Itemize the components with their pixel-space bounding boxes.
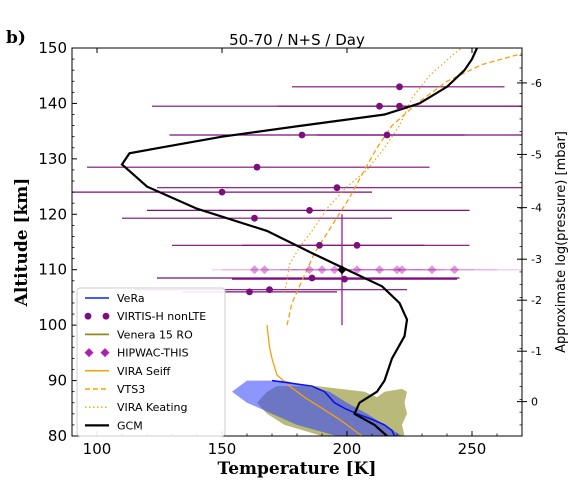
panel-label: b) xyxy=(6,28,26,48)
vts3-line xyxy=(286,52,522,326)
virtis-point xyxy=(376,102,383,110)
legend-hipwac-this-label: HIPWAC-THIS xyxy=(117,347,189,360)
legend-vts3-label: VTS3 xyxy=(117,383,145,396)
y2-tick-label: -4 xyxy=(531,202,542,215)
chart-title: 50-70 / N+S / Day xyxy=(229,31,365,49)
legend-virtis-h-nonlte-swatch xyxy=(102,312,110,320)
y-tick-label: 130 xyxy=(38,150,67,168)
y-tick-label: 150 xyxy=(38,39,67,57)
black-diamond-marker xyxy=(337,265,347,275)
legend-hipwac-this-swatch xyxy=(84,348,94,358)
x-axis-label: Temperature [K] xyxy=(218,459,377,479)
virtis-point xyxy=(298,131,306,139)
legend-vira-keating-label: VIRA Keating xyxy=(117,401,188,414)
y-axis-label: Altitude [km] xyxy=(12,178,32,308)
vira-seiff-line xyxy=(266,325,363,436)
legend-vera-label: VeRa xyxy=(117,292,145,305)
gcm-line xyxy=(120,48,479,436)
vera-band xyxy=(232,380,402,436)
y2-tick-label: -2 xyxy=(531,294,542,307)
y2-tick-label: -5 xyxy=(531,148,542,161)
virtis-point xyxy=(316,241,323,249)
y2-tick-label: -1 xyxy=(531,345,542,358)
legend-vira-seiff-label: VIRA Seiff xyxy=(117,365,171,378)
hipwac-diamond xyxy=(375,265,384,275)
virtis-point xyxy=(353,241,361,249)
hipwac-diamond xyxy=(305,265,314,275)
virtis-point xyxy=(246,288,253,296)
virtis-point xyxy=(333,184,341,192)
legend-virtis-h-nonlte-label: VIRTIS-H nonLTE xyxy=(117,310,206,323)
virtis-point xyxy=(251,214,258,222)
y2-tick-label: 0 xyxy=(531,396,538,409)
hipwac-diamond xyxy=(427,265,437,275)
hipwac-diamond xyxy=(450,265,459,275)
hipwac-diamond xyxy=(250,265,259,275)
y-tick-label: 100 xyxy=(38,316,67,334)
y2-tick-label: -3 xyxy=(531,253,542,266)
legend-venera-15-ro-label: Venera 15 RO xyxy=(117,328,193,341)
hipwac-diamond xyxy=(260,265,269,275)
y2-tick-label: -6 xyxy=(531,77,542,90)
y2-axis-label: Approximate log(pressure) [mbar] xyxy=(554,131,569,353)
legend-gcm-label: GCM xyxy=(117,419,143,432)
virtis-point xyxy=(308,274,316,282)
y-tick-label: 110 xyxy=(38,261,67,279)
hipwac-diamond xyxy=(330,265,339,275)
legend: VeRa VIRTIS-H nonLTE Venera 15 RO HIPWAC-TH… xyxy=(76,287,226,437)
vira-keating-line xyxy=(283,48,463,293)
virtis-point xyxy=(383,131,391,139)
virtis-point xyxy=(341,275,348,283)
legend-virtis-h-nonlte-swatch xyxy=(84,312,92,320)
virtis-point xyxy=(266,286,273,294)
virtis-point xyxy=(253,163,261,171)
y-tick-label: 90 xyxy=(48,372,67,390)
y-tick-label: 80 xyxy=(48,427,67,445)
virtis-point xyxy=(396,83,403,91)
hipwac-diamond xyxy=(352,265,362,275)
x-tick-label: 250 xyxy=(458,440,487,458)
y2-axis-ticks: -6 -5 -4 -3 -2 -1 0 xyxy=(517,54,542,426)
legend-hipwac-this-swatch xyxy=(100,348,110,358)
y-tick-label: 120 xyxy=(38,205,67,223)
hipwac-diamond xyxy=(317,265,327,275)
y-tick-label: 140 xyxy=(38,94,67,112)
virtis-point xyxy=(396,102,403,110)
x-tick-label: 100 xyxy=(83,440,112,458)
legend-box xyxy=(76,287,226,437)
y-axis-ticks: 80 90 100 110 120 130 140 150 xyxy=(38,39,77,445)
vera-line xyxy=(271,379,396,436)
x-tick-label: 200 xyxy=(333,440,362,458)
hipwac-diamond xyxy=(392,265,402,275)
hipwac-diamond xyxy=(397,265,407,275)
plot-area xyxy=(72,48,522,436)
virtis-point xyxy=(306,207,313,214)
x-tick-label: 150 xyxy=(208,440,237,458)
virtis-point xyxy=(218,188,226,196)
